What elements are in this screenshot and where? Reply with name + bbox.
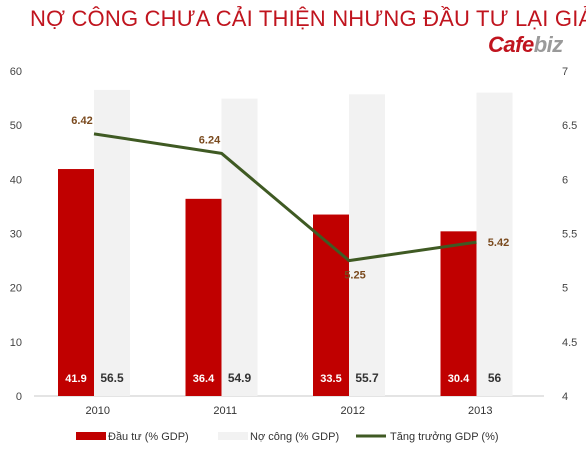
left-tick-label: 20 <box>10 283 22 295</box>
left-tick-label: 60 <box>10 66 22 78</box>
legend-label-tang-truong: Tăng trưởng GDP (%) <box>390 431 499 443</box>
left-tick-label: 40 <box>10 174 22 186</box>
legend-swatch-no-cong <box>218 432 248 440</box>
legend-label-no-cong: Nợ công (% GDP) <box>250 431 339 443</box>
left-tick-label: 30 <box>10 229 22 241</box>
right-tick-label: 6.5 <box>562 120 577 132</box>
line-series: 6.42 6.24 5.25 5.42 <box>71 115 509 282</box>
line-tang-truong <box>93 132 477 263</box>
bar-dau-tu <box>313 214 349 396</box>
data-label-no-cong: 54.9 <box>228 371 252 385</box>
right-y-axis: 4 4.5 5 5.5 6 6.5 7 <box>562 66 577 403</box>
data-label-no-cong: 56 <box>488 371 502 385</box>
data-label-tang-truong: 5.25 <box>344 270 365 282</box>
x-tick-label: 2010 <box>86 405 110 417</box>
right-tick-label: 7 <box>562 66 568 78</box>
bar-no-cong <box>221 98 258 396</box>
x-tick-label: 2013 <box>468 405 492 417</box>
left-tick-label: 0 <box>16 391 22 403</box>
right-tick-label: 5 <box>562 283 568 295</box>
data-label-dau-tu: 30.4 <box>448 373 470 385</box>
legend: Đầu tư (% GDP) Nợ công (% GDP) Tăng trưở… <box>76 431 499 443</box>
bar-no-cong <box>349 94 385 397</box>
bar-dau-tu <box>185 198 222 396</box>
data-label-tang-truong: 6.24 <box>199 134 221 146</box>
bar-dau-tu <box>440 231 477 396</box>
data-label-tang-truong: 6.42 <box>71 115 92 127</box>
x-axis-labels: 2010 2011 2012 2013 <box>86 405 493 417</box>
cafebiz-logo: Cafebiz <box>488 32 563 58</box>
x-tick-label: 2012 <box>341 405 365 417</box>
bar-no-cong <box>94 89 130 396</box>
data-label-tang-truong: 5.42 <box>488 237 509 249</box>
left-y-axis: 0 10 20 30 40 50 60 <box>10 66 22 403</box>
legend-swatch-dau-tu <box>76 432 106 440</box>
left-tick-label: 10 <box>10 337 22 349</box>
right-tick-label: 4 <box>562 391 568 403</box>
bar-no-cong <box>476 92 513 397</box>
page-title: NỢ CÔNG CHƯA CẢI THIỆN NHƯNG ĐẦU TƯ LẠI … <box>30 6 586 31</box>
logo-accent-text: biz <box>533 32 564 57</box>
data-label-dau-tu: 36.4 <box>193 373 215 385</box>
legend-label-dau-tu: Đầu tư (% GDP) <box>108 431 189 443</box>
left-tick-label: 50 <box>10 120 22 132</box>
data-label-dau-tu: 33.5 <box>320 373 341 385</box>
x-tick-label: 2011 <box>213 405 237 417</box>
bar-series: 41.9 56.5 36.4 54.9 33.5 55.7 30.4 56 <box>58 89 513 397</box>
bar-dau-tu <box>58 169 94 396</box>
logo-main-text: Cafe <box>488 32 534 57</box>
right-tick-label: 4.5 <box>562 337 577 349</box>
right-tick-label: 6 <box>562 174 568 186</box>
data-label-no-cong: 55.7 <box>355 371 379 385</box>
data-label-no-cong: 56.5 <box>100 371 124 385</box>
data-label-dau-tu: 41.9 <box>65 373 86 385</box>
right-tick-label: 5.5 <box>562 229 577 241</box>
